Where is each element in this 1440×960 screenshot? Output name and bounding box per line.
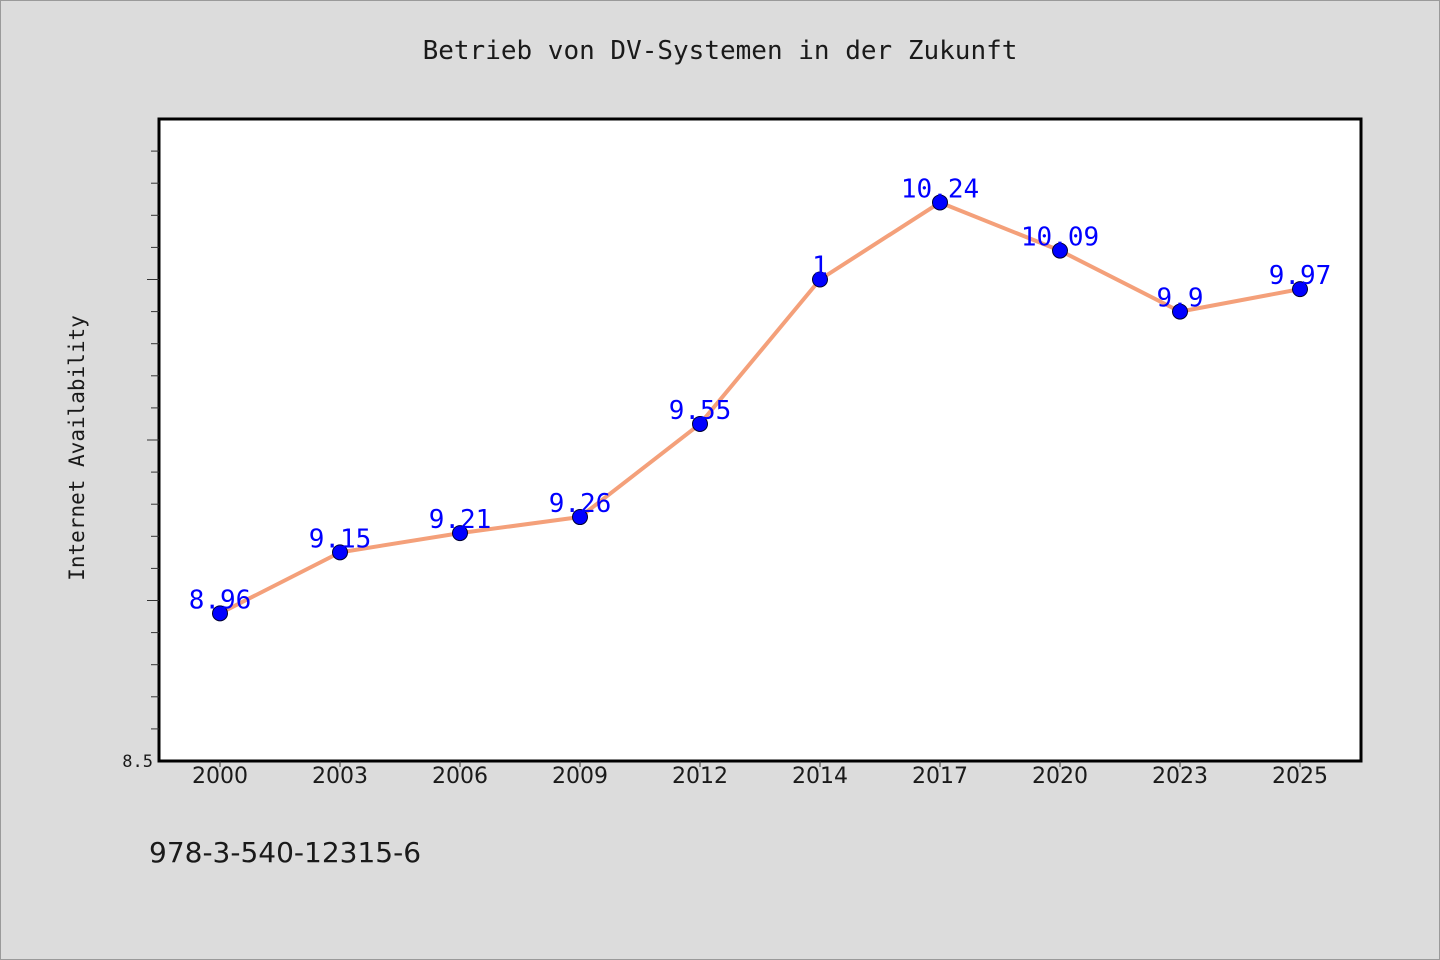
x-tick-label: 2012 <box>672 764 728 789</box>
x-tick-label: 2014 <box>792 764 848 789</box>
y-tick-label: 8.5 <box>122 752 153 772</box>
data-point <box>812 271 828 288</box>
data-label: 10.09 <box>1021 223 1099 253</box>
data-label: 9.55 <box>669 396 732 426</box>
series-group: 8.96 9.15 9.21 9.26 9.55 1 10.24 10.09 9.9 9.97 <box>189 174 1332 622</box>
x-tick-label: 2017 <box>912 764 968 789</box>
footer-isbn: 978-3-540-12315-6 <box>149 836 422 869</box>
y-axis-ticks: 8.5 <box>122 150 159 772</box>
data-label: 9.97 <box>1269 261 1332 291</box>
x-tick-label: 2000 <box>192 764 248 789</box>
data-label: 9.15 <box>309 524 372 554</box>
series-line <box>218 200 1302 616</box>
data-label: 9.9 <box>1157 284 1204 314</box>
data-point <box>932 194 948 211</box>
x-tick-label: 2003 <box>312 764 368 789</box>
x-tick-label: 2006 <box>432 764 488 789</box>
x-tick-label: 2020 <box>1032 764 1088 789</box>
x-axis-tick-labels: 2000 2003 2006 2009 2012 2014 2017 2020 2023 2025 <box>192 761 1328 789</box>
data-label: 9.21 <box>429 505 492 535</box>
x-tick-label: 2025 <box>1272 764 1328 789</box>
data-label: 9.26 <box>549 489 612 519</box>
data-point <box>1172 303 1188 320</box>
data-point <box>332 544 348 561</box>
data-point <box>212 605 228 622</box>
data-label: 1 <box>812 252 828 282</box>
data-point <box>692 415 708 432</box>
x-tick-label: 2009 <box>552 764 608 789</box>
data-point <box>452 525 468 542</box>
plot-area <box>157 117 1363 763</box>
data-label: 10.24 <box>901 174 979 204</box>
x-tick-label: 2023 <box>1152 764 1208 789</box>
data-point <box>1292 281 1308 298</box>
chart-title: Betrieb von DV-Systemen in der Zukunft <box>422 36 1018 66</box>
data-label: 8.96 <box>189 585 252 615</box>
data-point <box>572 509 588 526</box>
data-point <box>1052 242 1068 259</box>
